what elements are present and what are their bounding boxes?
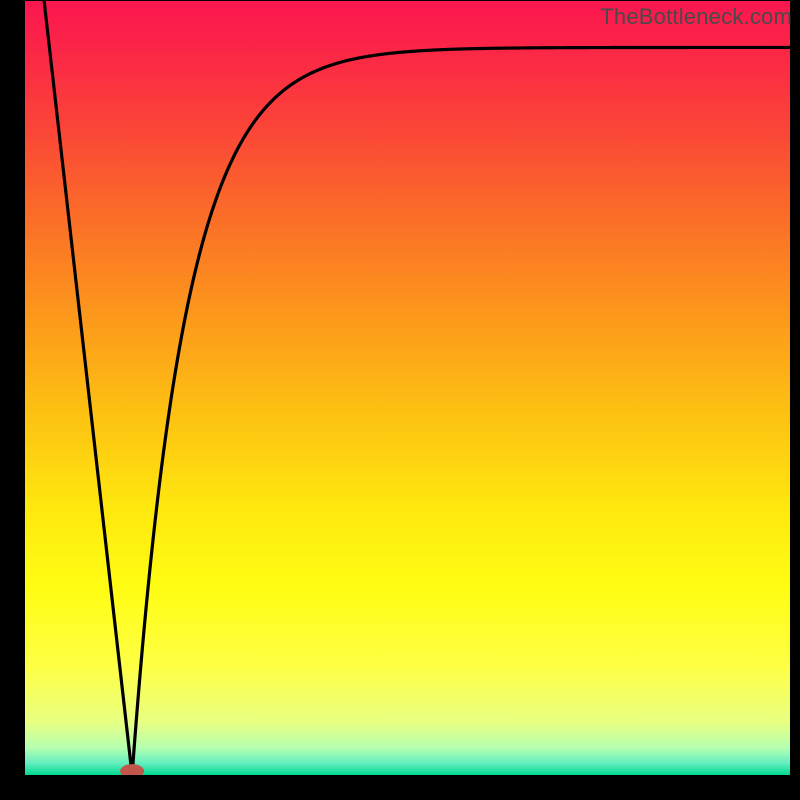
border-right (790, 0, 800, 800)
watermark-text: TheBottleneck.com (600, 4, 792, 30)
border-left (0, 0, 25, 800)
border-bottom (0, 775, 800, 800)
figure-container: TheBottleneck.com (0, 0, 800, 800)
bottleneck-chart (0, 0, 800, 800)
gradient-background (25, 1, 790, 775)
